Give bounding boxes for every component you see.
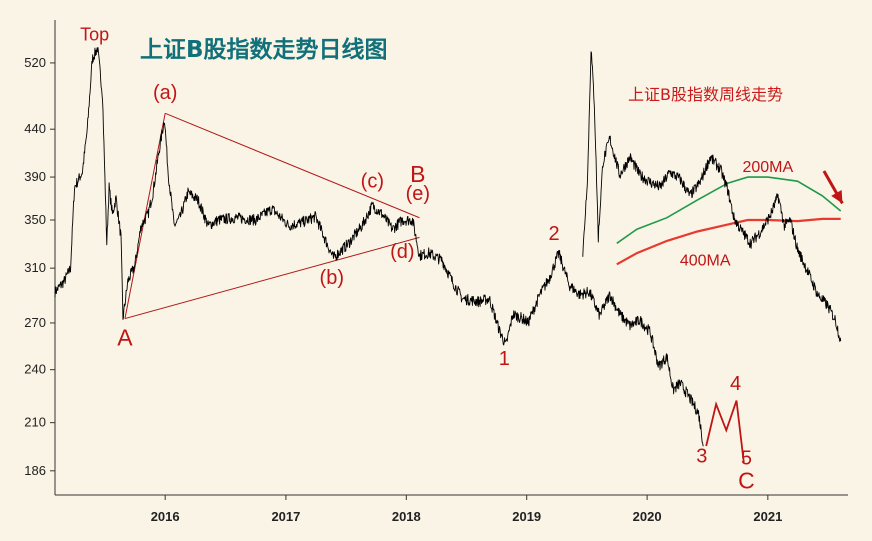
x-tick-label: 2019: [512, 509, 541, 524]
annotation-label: 400MA: [680, 253, 731, 270]
y-tick-label: 210: [24, 415, 46, 430]
annotation-label: 4: [730, 373, 741, 395]
axes: 186 210 240 270 310 350 390 440 520 2016 2017 2018 2…: [24, 20, 848, 524]
y-tick-label: 390: [24, 169, 46, 184]
chart-subtitle: 上证B股指数周线走势: [628, 85, 783, 104]
trendline: [124, 113, 166, 319]
annotation-label: Top: [80, 25, 109, 45]
price-line-1: [54, 47, 704, 447]
chart-title: 上证B股指数走势日线图: [140, 36, 388, 63]
y-tick-label: 520: [24, 55, 46, 70]
y-tick-label: 270: [24, 315, 46, 330]
trendline: [124, 236, 420, 320]
annotations: Top (a) (b) (c) (d) (e)B A 1 2 3 4 5C 200MA 400MA: [80, 25, 844, 493]
x-tick-label: 2016: [151, 509, 180, 524]
y-tick-label: 310: [24, 260, 46, 275]
annotation-label: 1: [499, 348, 510, 370]
x-tick-label: 2020: [633, 509, 662, 524]
moving-averages: [616, 176, 842, 266]
annotation-label: 5: [741, 447, 752, 469]
y-tick-label: 240: [24, 362, 46, 377]
arrow-head: [831, 189, 843, 204]
annotation-label: (e): [406, 183, 430, 205]
y-tick-label: 186: [24, 463, 46, 478]
wave-sketch: [705, 400, 745, 463]
annotation-label: A: [117, 325, 133, 351]
trendlines: [124, 112, 745, 463]
price-line-2: [582, 51, 842, 342]
annotation-label: (c): [361, 170, 384, 192]
series-line-400ma: [616, 217, 841, 266]
y-tick-label: 350: [24, 212, 46, 227]
annotation-label: (a): [153, 82, 177, 104]
annotation-label: 200MA: [742, 159, 793, 176]
annotation-label: C: [738, 467, 755, 493]
trendline: [164, 112, 420, 219]
annotation-label: 2: [549, 223, 560, 245]
x-tick-label: 2021: [753, 509, 782, 524]
x-tick-label: 2018: [392, 509, 421, 524]
price-series: [54, 47, 842, 447]
y-tick-label: 440: [24, 121, 46, 136]
annotation-label: B: [410, 161, 425, 187]
annotation-label: (d): [390, 241, 414, 263]
x-tick-label: 2017: [271, 509, 300, 524]
series-line-200ma: [616, 176, 842, 244]
annotation-label: (b): [320, 267, 344, 289]
annotation-label: 3: [696, 445, 707, 467]
